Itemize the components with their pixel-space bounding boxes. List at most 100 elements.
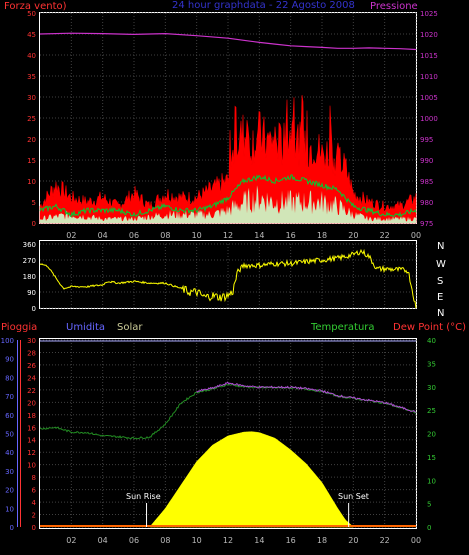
- pressure-y-tick: 1025: [420, 10, 438, 18]
- wind-low-area: [40, 185, 416, 223]
- wind-speed-axis: 0 5 10 15 20 25 30 35 40 45 50: [27, 10, 36, 228]
- dew-point-label: Dew Point (°C): [393, 322, 466, 333]
- direction-y-tick: 360: [23, 241, 36, 249]
- rain-y-tick: 4: [32, 499, 37, 507]
- rain-y-tick: 12: [27, 449, 36, 457]
- chart-title: 24 hour graphdata - 22 Agosto 2008: [172, 0, 355, 11]
- pressure-y-tick: 1000: [420, 115, 438, 123]
- x-tick-label: 06: [129, 536, 139, 545]
- x-tick-label: 02: [66, 231, 76, 240]
- humidity-y-tick: 70: [5, 393, 14, 401]
- temp-time-axis: 02 04 06 08 10 12 14 16 18 20 22 00: [66, 536, 421, 545]
- temp-y-tick: 35: [427, 360, 436, 368]
- x-tick-label: 06: [129, 231, 139, 240]
- rain-y-tick: 24: [27, 374, 36, 382]
- pressure-y-tick: 1005: [420, 94, 438, 102]
- rain-y-tick: 22: [27, 387, 36, 395]
- wind-y-tick: 50: [27, 10, 36, 18]
- x-tick-label: 10: [192, 231, 202, 240]
- temp-y-tick: 0: [427, 524, 431, 532]
- rain-y-tick: 0: [32, 524, 36, 532]
- wind-y-tick: 20: [27, 136, 36, 144]
- x-tick-label: 16: [286, 536, 296, 545]
- x-tick-label: 04: [98, 536, 108, 545]
- wind-y-tick: 15: [27, 157, 36, 165]
- direction-y-tick: 90: [27, 289, 36, 297]
- pressure-y-tick: 980: [420, 199, 433, 207]
- pressure-y-tick: 1010: [420, 73, 438, 81]
- wind-gust-area: [39, 95, 417, 224]
- direction-axis: 0 90 180 270 360: [23, 241, 36, 313]
- x-tick-label: 18: [317, 231, 327, 240]
- humidity-y-tick: 20: [5, 487, 14, 495]
- pressure-y-tick: 1020: [420, 31, 438, 39]
- x-tick-label: 12: [223, 536, 233, 545]
- wind-y-tick: 0: [32, 220, 36, 228]
- humidity-label: Umidita: [66, 322, 105, 333]
- compass-s: S: [437, 276, 443, 287]
- wind-average-line: [39, 174, 417, 218]
- solar-area: [149, 431, 354, 528]
- humidity-y-tick: 100: [1, 337, 14, 345]
- rain-y-tick: 14: [27, 437, 36, 445]
- x-tick-label: 00: [411, 536, 421, 545]
- humidity-axis: 0 10 20 30 40 50 60 70 80 90 100: [1, 337, 18, 532]
- x-tick-label: 20: [348, 231, 358, 240]
- x-tick-label: 10: [192, 536, 202, 545]
- direction-y-tick: 180: [23, 273, 36, 281]
- pressure-y-tick: 975: [420, 220, 433, 228]
- pressure-y-tick: 990: [420, 157, 433, 165]
- humidity-y-tick: 10: [5, 505, 14, 513]
- wind-pressure-series: [39, 32, 417, 224]
- x-tick-label: 14: [254, 536, 264, 545]
- wind-direction-line: [39, 248, 417, 309]
- pressure-line: [39, 32, 417, 51]
- x-tick-label: 14: [254, 231, 264, 240]
- pressure-y-tick: 1015: [420, 52, 438, 60]
- humidity-y-tick: 30: [5, 468, 14, 476]
- x-tick-label: 04: [98, 231, 108, 240]
- x-tick-label: 08: [160, 536, 170, 545]
- compass-n-bottom: N: [437, 308, 444, 319]
- x-tick-label: 18: [317, 536, 327, 545]
- humidity-y-tick: 60: [5, 412, 14, 420]
- temp-y-tick: 40: [427, 337, 436, 345]
- dew-point-line: [196, 381, 417, 413]
- wind-y-tick: 10: [27, 178, 36, 186]
- rain-y-tick: 16: [27, 424, 36, 432]
- wind-y-tick: 30: [27, 94, 36, 102]
- wind-y-tick: 40: [27, 52, 36, 60]
- temp-y-tick: 15: [427, 454, 436, 462]
- x-tick-label: 08: [160, 231, 170, 240]
- temp-y-tick: 20: [427, 431, 436, 439]
- pressure-y-tick: 995: [420, 136, 433, 144]
- pressure-y-tick: 985: [420, 178, 433, 186]
- temp-humidity-solar-series: [40, 381, 417, 528]
- sun-set-label: Sun Set: [338, 492, 369, 501]
- rain-y-tick: 26: [27, 362, 36, 370]
- compass-labels: N W S E N: [436, 241, 446, 319]
- rain-y-tick: 2: [32, 512, 36, 520]
- solar-label: Solar: [117, 322, 143, 333]
- temperature-axis: 0 5 10 15 20 25 30 35 40: [427, 337, 436, 532]
- rain-label: Pioggia: [1, 322, 37, 333]
- pressure-label: Pressione: [370, 1, 418, 12]
- temperature-label: Temperatura: [310, 322, 375, 333]
- rain-y-tick: 6: [32, 487, 37, 495]
- rain-y-tick: 28: [27, 349, 36, 357]
- x-tick-label: 20: [348, 536, 358, 545]
- direction-y-tick: 270: [23, 257, 36, 265]
- x-tick-label: 02: [66, 536, 76, 545]
- x-tick-label: 16: [286, 231, 296, 240]
- wind-y-tick: 5: [32, 199, 36, 207]
- temp-panel-grid: [40, 339, 417, 528]
- humidity-y-tick: 50: [5, 431, 14, 439]
- x-tick-label: 22: [380, 536, 390, 545]
- humidity-y-tick: 0: [10, 524, 14, 532]
- x-tick-label: 12: [223, 231, 233, 240]
- wind-y-tick: 25: [27, 115, 36, 123]
- humidity-y-tick: 80: [5, 374, 14, 382]
- humidity-y-tick: 90: [5, 356, 14, 364]
